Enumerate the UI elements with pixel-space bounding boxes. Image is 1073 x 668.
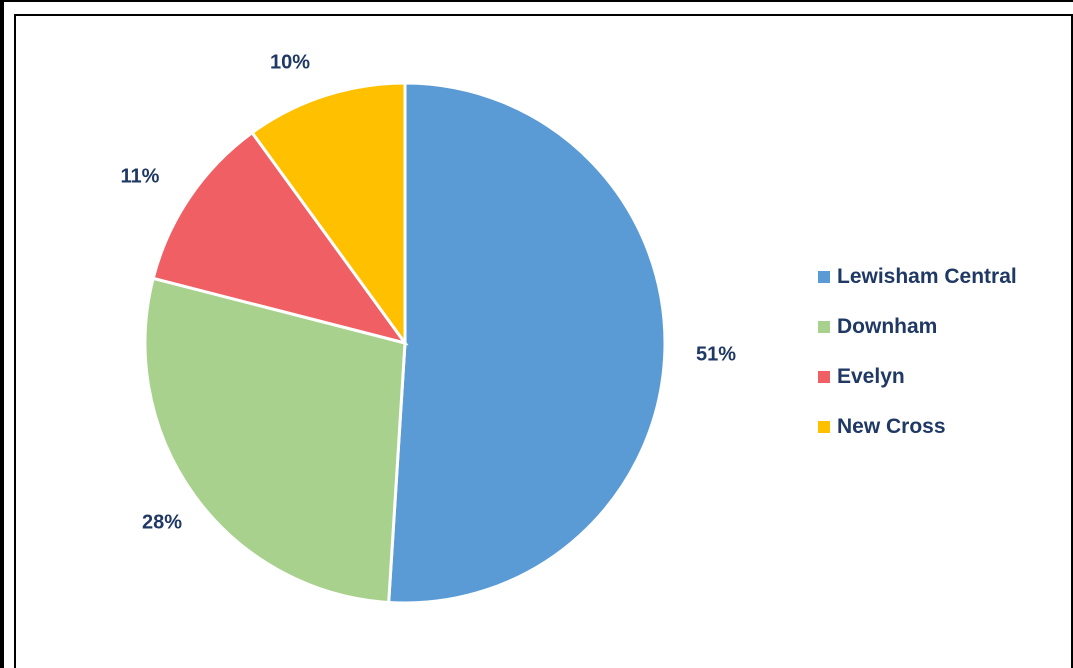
pie-slice-new-cross	[250, 81, 407, 348]
top-border	[0, 0, 1073, 2]
legend-item-lewisham-central: Lewisham Central	[818, 252, 1017, 302]
legend-swatch	[818, 271, 830, 283]
legend-label: Downham	[837, 315, 938, 338]
chart-frame	[14, 14, 1073, 668]
legend-item-new-cross: New Cross	[818, 402, 1017, 452]
legend-item-evelyn: Evelyn	[818, 352, 1017, 402]
data-label-downham: 28%	[142, 511, 182, 533]
legend-label: Lewisham Central	[837, 265, 1017, 288]
data-label-new-cross: 10%	[270, 51, 310, 73]
pie-slice-downham	[143, 276, 407, 605]
pie-slice-evelyn	[151, 130, 409, 346]
legend-swatch	[818, 321, 830, 333]
legend-swatch	[818, 371, 830, 383]
legend-swatch	[818, 421, 830, 433]
data-label-lewisham-central: 51%	[696, 343, 736, 365]
legend-label: New Cross	[837, 415, 946, 438]
data-label-evelyn: 11%	[121, 165, 160, 187]
legend-label: Evelyn	[837, 365, 905, 388]
legend: Lewisham Central Downham Evelyn New Cross	[818, 252, 1017, 452]
pie-slice-lewisham-central	[387, 81, 667, 605]
left-border	[0, 0, 4, 668]
legend-item-downham: Downham	[818, 302, 1017, 352]
